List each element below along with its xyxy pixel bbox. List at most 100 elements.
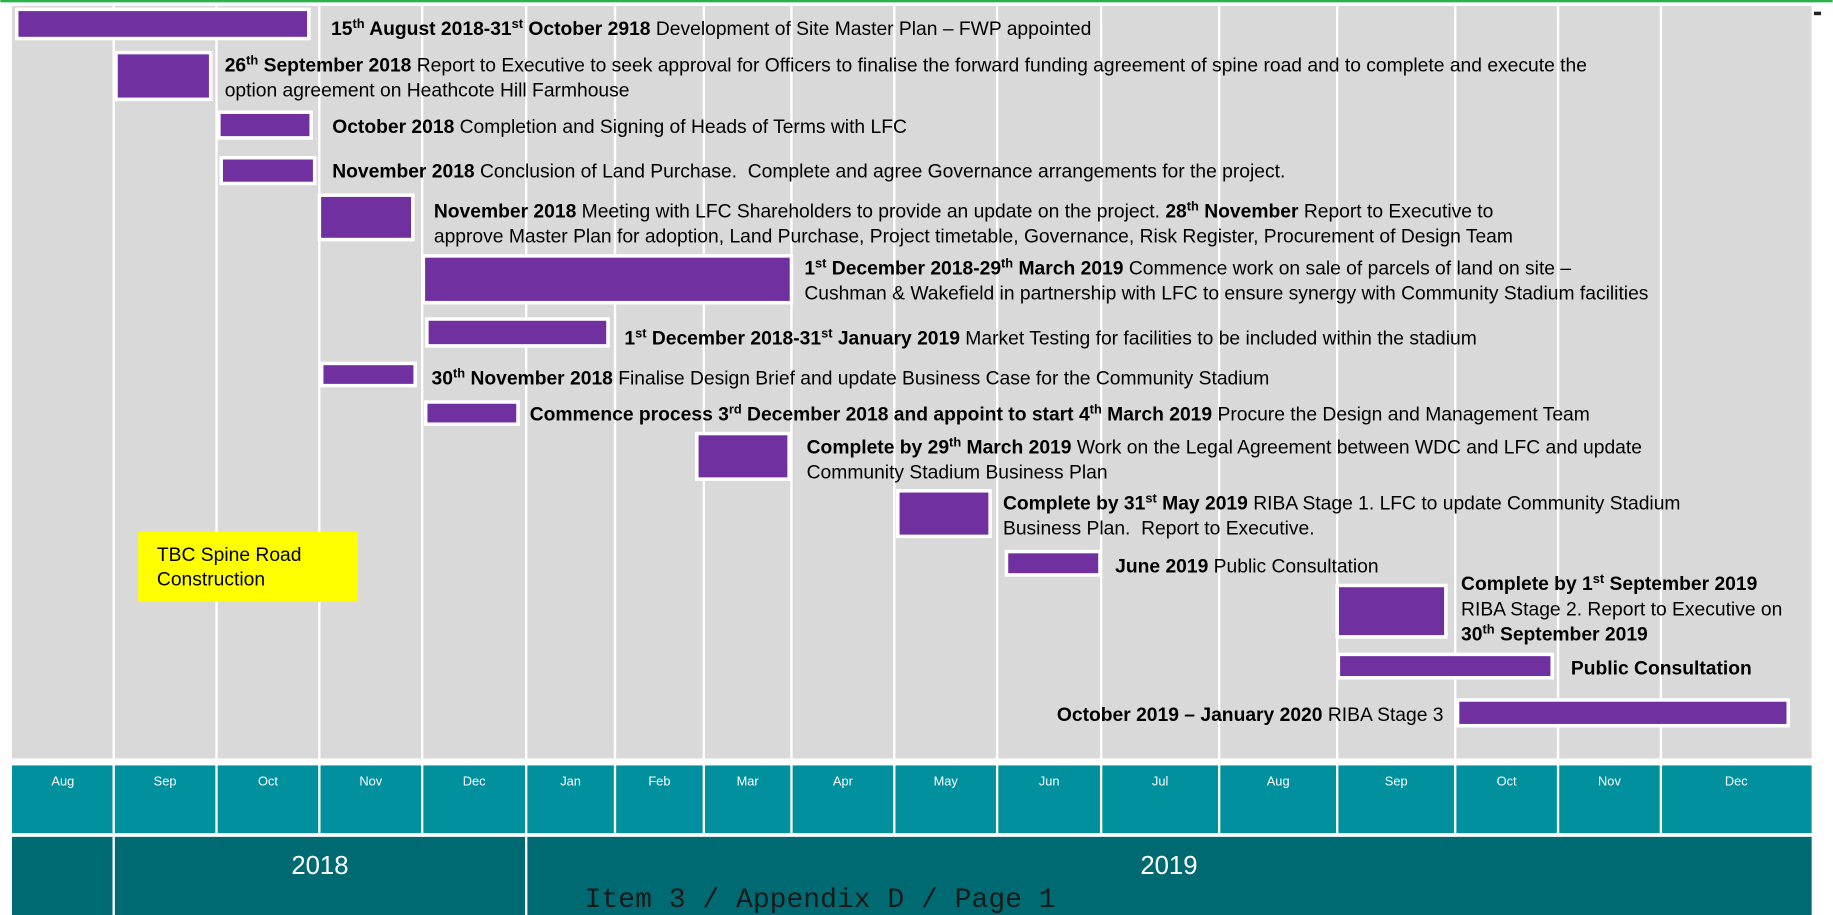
year-row: [12, 836, 1812, 915]
task-bar: [319, 361, 417, 388]
text-run: Business Plan. Report to Executive.: [1003, 519, 1315, 540]
task-text: RIBA Stage 2. Report to Executive on: [1461, 599, 1782, 620]
task-text: Public Consultation: [1571, 658, 1752, 679]
month-label: Aug: [51, 773, 74, 788]
text-run: th: [1482, 621, 1494, 636]
text-run: September 2018: [258, 55, 411, 76]
month-label: Dec: [1725, 773, 1748, 788]
text-run: November: [1199, 201, 1299, 222]
text-run: th: [453, 365, 465, 380]
task-text: option agreement on Heathcote Hill Farmh…: [225, 80, 630, 101]
text-run: Commence work on sale of parcels of land…: [1123, 259, 1571, 280]
task-text: 30th November 2018 Finalise Design Brief…: [432, 365, 1270, 390]
text-run: Work on the Legal Agreement between WDC …: [1071, 437, 1641, 458]
text-run: Finalise Design Brief and update Busines…: [613, 368, 1269, 389]
text-run: 30: [1461, 624, 1482, 645]
text-run: approve Master Plan for adoption, Land P…: [434, 226, 1513, 247]
text-run: March 2019: [961, 437, 1071, 458]
task-bar: [1336, 652, 1554, 680]
task-bar: [14, 7, 311, 41]
text-run: 26: [225, 55, 247, 76]
text-run: December 2018-31: [646, 329, 821, 350]
corner-mark: [1813, 11, 1821, 16]
task-bar: [317, 193, 415, 242]
task-text: Commence process 3rd December 2018 and a…: [530, 401, 1590, 426]
year-label: 2019: [1140, 852, 1197, 880]
task-text: Complete by 29th March 2019 Work on the …: [807, 434, 1642, 459]
month-row: [12, 765, 1812, 834]
text-run: st: [1145, 490, 1157, 505]
month-label: Oct: [1497, 773, 1517, 788]
task-bar: [1335, 583, 1448, 639]
text-run: January 2019: [832, 329, 959, 350]
task-text: Complete by 31st May 2019 RIBA Stage 1. …: [1003, 490, 1680, 514]
text-run: Report to Executive to: [1298, 201, 1493, 222]
text-run: st: [512, 16, 524, 31]
task-bar: [1004, 549, 1102, 577]
text-run: RIBA Stage 1. LFC to update Community St…: [1248, 494, 1681, 515]
text-run: 15: [331, 19, 353, 40]
text-run: rd: [729, 401, 742, 416]
task-text: June 2019 Public Consultation: [1115, 557, 1378, 578]
task-text: Complete by 1st September 2019: [1461, 571, 1757, 596]
task-text: 1st December 2018-31st January 2019 Mark…: [624, 325, 1476, 350]
task-text: Community Stadium Business Plan: [807, 463, 1108, 484]
text-run: st: [821, 325, 833, 340]
text-run: Meeting with LFC Shareholders to provide…: [576, 201, 1165, 222]
task-bar: [896, 489, 992, 539]
task-text: 1st December 2018-29th March 2019 Commen…: [804, 255, 1571, 279]
text-run: Commence process 3: [530, 405, 729, 426]
text-run: th: [1001, 255, 1013, 270]
text-run: August 2018-31: [365, 19, 512, 40]
text-run: Complete by 31: [1003, 494, 1146, 515]
month-label: Jul: [1152, 773, 1168, 788]
text-run: March 2019: [1102, 405, 1212, 426]
month-grid: Aug Sep Oct Nov Dec Jan Feb Mar Apr May Jun Jul Aug S…: [12, 5, 1812, 915]
text-run: September 2019: [1495, 624, 1648, 645]
text-run: st: [815, 255, 827, 270]
month-label: Feb: [648, 773, 670, 788]
text-run: November 2018: [434, 201, 577, 222]
text-run: th: [949, 434, 961, 449]
text-run: November 2018: [465, 368, 613, 389]
month-label: Mar: [737, 773, 760, 788]
task-text: Business Plan. Report to Executive.: [1003, 519, 1315, 540]
month-label: May: [934, 773, 959, 788]
month-label: Nov: [359, 773, 382, 788]
month-label: Jan: [560, 773, 581, 788]
task-bar: [114, 50, 213, 102]
text-run: RIBA Stage 2. Report to Executive on: [1461, 599, 1782, 620]
task-text: Cushman & Wakefield in partnership with …: [804, 284, 1648, 305]
task-text: 26th September 2018 Report to Executive …: [225, 52, 1587, 77]
task-bar: [423, 400, 520, 426]
task-bar: [421, 254, 794, 305]
task-bar: [1455, 698, 1791, 728]
note-line: TBC Spine Road: [157, 545, 302, 566]
month-label: Dec: [463, 773, 486, 788]
month-label: Sep: [154, 773, 177, 788]
text-run: May 2019: [1157, 494, 1248, 515]
text-run: st: [1593, 571, 1605, 586]
task-text: approve Master Plan for adoption, Land P…: [434, 226, 1513, 247]
text-run: October 2918: [523, 19, 651, 40]
month-label: Sep: [1385, 773, 1408, 788]
text-run: Public Consultation: [1571, 658, 1752, 679]
text-run: Public Consultation: [1208, 557, 1378, 578]
text-run: December 2018 and appoint to start 4: [742, 405, 1090, 426]
task-text: November 2018 Conclusion of Land Purchas…: [332, 162, 1285, 183]
text-run: Complete by 1: [1461, 574, 1593, 595]
task-text: 30th September 2019: [1461, 621, 1648, 646]
text-run: June 2019: [1115, 557, 1208, 578]
top-rule: [0, 0, 1833, 3]
text-run: Development of Site Master Plan – FWP ap…: [651, 19, 1092, 40]
month-label: Aug: [1267, 773, 1290, 788]
text-run: December 2018-29: [826, 259, 1001, 280]
text-run: th: [1187, 198, 1199, 213]
text-run: 1: [804, 259, 815, 280]
task-bars: 15th August 2018-31st October 2918 Devel…: [14, 7, 1791, 728]
text-run: Market Testing for facilities to be incl…: [960, 329, 1477, 350]
text-run: th: [352, 16, 364, 31]
task-bar: [695, 431, 791, 481]
note-line: Construction: [157, 569, 265, 590]
task-text: November 2018 Meeting with LFC Sharehold…: [434, 198, 1494, 223]
